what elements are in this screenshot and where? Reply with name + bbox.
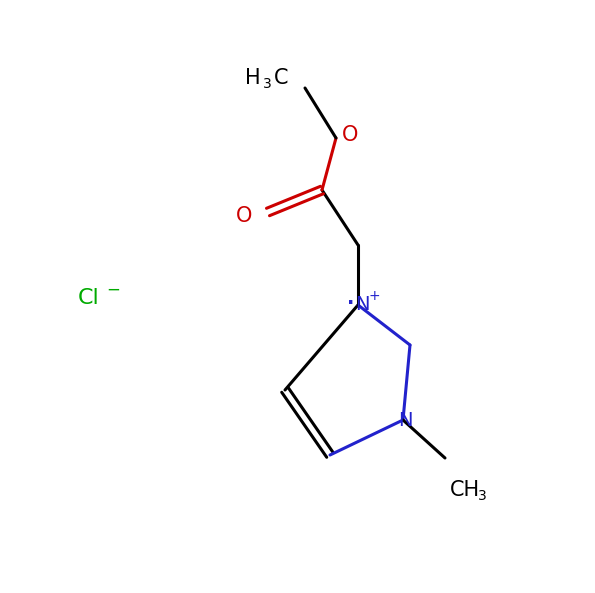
Text: C: C: [274, 68, 289, 88]
Text: O: O: [236, 206, 252, 226]
Text: N: N: [397, 410, 412, 429]
Text: −: −: [106, 281, 120, 299]
Text: 3: 3: [263, 77, 272, 91]
Text: Cl: Cl: [78, 288, 100, 308]
Text: ·: ·: [347, 294, 355, 313]
Text: +: +: [368, 289, 380, 303]
Text: CH: CH: [450, 480, 480, 500]
Text: O: O: [342, 125, 358, 145]
Text: 3: 3: [478, 489, 487, 503]
Text: N: N: [355, 295, 369, 314]
Text: H: H: [245, 68, 261, 88]
